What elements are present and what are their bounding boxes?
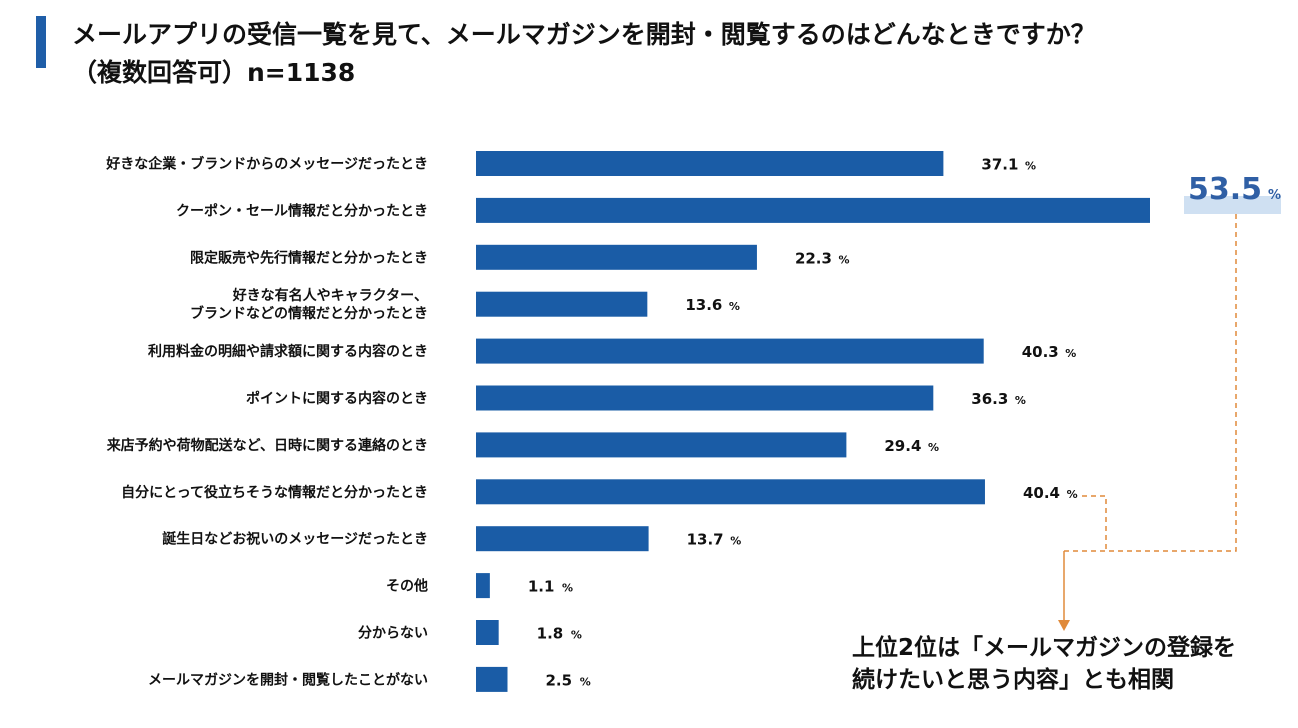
annotation-line-1: 上位2位は「メールマガジンの登録を <box>852 635 1237 661</box>
bar-10 <box>476 620 499 645</box>
highlight-number: 53.5 <box>1188 172 1263 207</box>
bar-2 <box>476 244 757 270</box>
bar-9 <box>476 573 490 599</box>
highlight-unit: % <box>1268 188 1282 203</box>
value-label-6: 29.4 <box>884 437 921 455</box>
value-label-3: 13.6 <box>685 296 722 314</box>
bar-7 <box>476 479 985 505</box>
category-label-4: 利用料金の明細や請求額に関する内容のとき <box>148 343 428 360</box>
connector-top-dashed-line <box>1064 214 1237 552</box>
arrow-down-icon <box>1058 620 1070 631</box>
category-label-3-1: ブランドなどの情報だと分かったとき <box>190 305 428 322</box>
bar-3 <box>476 291 648 317</box>
value-unit-0: % <box>1025 160 1036 173</box>
value-label-7: 40.4 <box>1023 484 1060 502</box>
category-label-7: 自分にとって役立ちそうな情報だと分かったとき <box>121 484 428 501</box>
category-label-10: 分からない <box>358 626 428 642</box>
value-unit-11: % <box>580 675 591 688</box>
annotation-line-2: 続けたいと思う内容」とも相関 <box>852 667 1174 693</box>
value-unit-9: % <box>562 582 573 595</box>
value-unit-6: % <box>928 441 939 454</box>
value-unit-2: % <box>839 253 850 266</box>
value-unit-10: % <box>571 629 582 642</box>
value-unit-7: % <box>1067 488 1078 501</box>
value-unit-4: % <box>1065 347 1076 360</box>
category-label-3-0: 好きな有名人やキャラクター、 <box>232 287 428 304</box>
value-unit-5: % <box>1015 394 1026 407</box>
value-unit-3: % <box>729 300 740 313</box>
value-unit-8: % <box>730 535 741 548</box>
category-label-1: クーポン・セール情報だと分かったとき <box>176 202 428 219</box>
bar-11 <box>476 666 508 692</box>
title-accent-bar <box>36 16 46 68</box>
chart-title: メールアプリの受信一覧を見て、メールマガジンを開封・閲覧するのはどんなときですか… <box>72 20 1096 49</box>
value-label-5: 36.3 <box>971 390 1008 408</box>
value-label-8: 13.7 <box>687 531 724 549</box>
value-label-10: 1.8 <box>537 625 564 643</box>
category-label-0: 好きな企業・ブランドからのメッセージだったとき <box>105 156 428 173</box>
annotation-note: 上位2位は「メールマガジンの登録を 続けたいと思う内容」とも相関 <box>852 632 1236 696</box>
value-label-11: 2.5 <box>545 671 572 689</box>
chart-subtitle: （複数回答可）n=1138 <box>72 58 356 87</box>
category-label-9: その他 <box>386 578 428 595</box>
value-label-2: 22.3 <box>795 249 832 267</box>
bar-1 <box>476 197 1150 223</box>
bar-4 <box>476 338 984 364</box>
bar-8 <box>476 526 649 552</box>
category-label-6: 来店予約や荷物配送など、日時に関する連絡のとき <box>106 437 428 454</box>
value-label-9: 1.1 <box>528 578 555 596</box>
value-label-0: 37.1 <box>981 156 1018 174</box>
category-label-5: ポイントに関する内容のとき <box>246 390 428 407</box>
bar-6 <box>476 432 847 458</box>
category-label-2: 限定販売や先行情報だと分かったとき <box>190 249 428 266</box>
bar-5 <box>476 385 934 411</box>
highlight-value: 53.5% <box>1188 170 1281 216</box>
connector-second-dashed-line <box>1082 495 1107 549</box>
category-label-11: メールマガジンを開封・閲覧したことがない <box>148 671 428 688</box>
highlight-background <box>1184 196 1281 214</box>
category-label-8: 誕生日などお祝いのメッセージだったとき <box>162 531 428 548</box>
bar-0 <box>476 151 944 176</box>
value-label-4: 40.3 <box>1022 343 1059 361</box>
